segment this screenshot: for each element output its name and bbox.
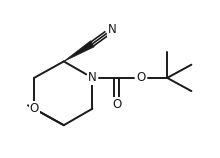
Text: N: N <box>88 71 97 84</box>
Text: O: O <box>112 98 121 111</box>
Text: N: N <box>108 23 117 36</box>
Text: O: O <box>29 102 39 115</box>
Polygon shape <box>64 41 94 61</box>
Text: O: O <box>136 71 145 84</box>
